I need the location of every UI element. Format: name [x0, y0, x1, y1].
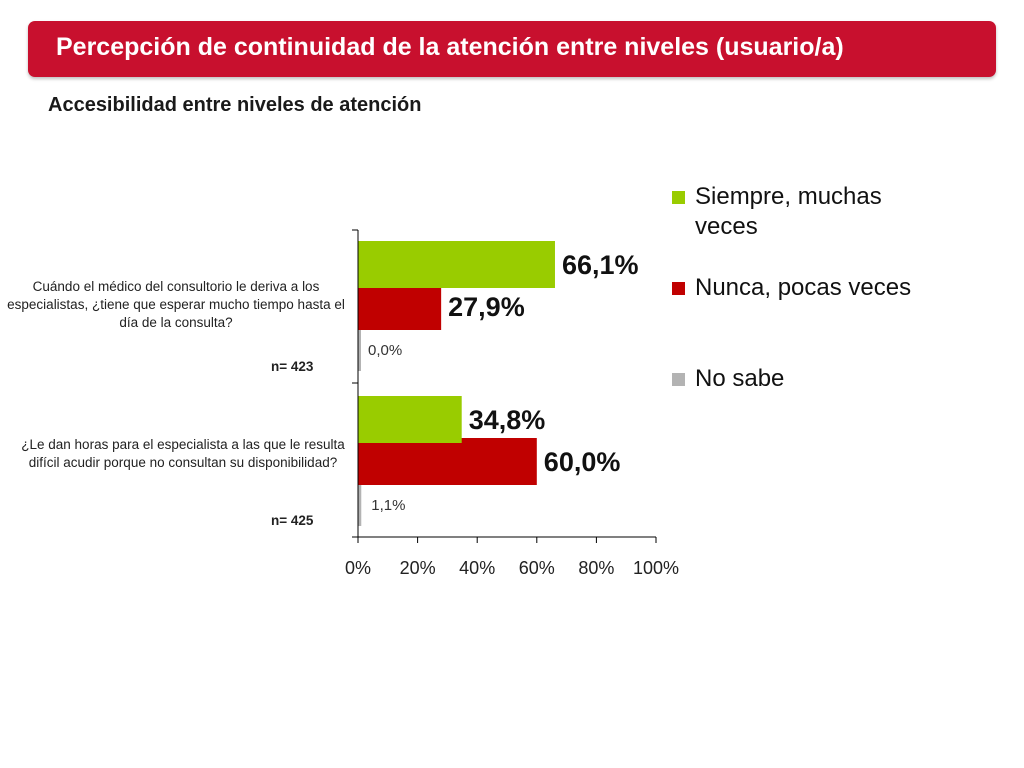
legend-swatch-red: [672, 282, 685, 295]
legend-label: Siempre, muchas veces: [695, 183, 882, 240]
data-label-series2-group2: 60,0%: [544, 447, 621, 477]
x-tick-label: 40%: [459, 558, 495, 578]
legend-label: No sabe: [695, 365, 785, 392]
bar-series3-group2: [358, 482, 362, 526]
chart-subtitle: Accesibilidad entre niveles de atención: [48, 94, 422, 116]
legend-swatch-green: [672, 191, 685, 204]
data-label-series3-group2: 1,1%: [371, 497, 405, 514]
x-tick-label: 100%: [633, 558, 679, 578]
category-label-1: Cuándo el médico del consultorio le deri…: [7, 279, 345, 330]
bar-series3-group1: [358, 327, 361, 371]
bar-series1-group2: [358, 396, 462, 443]
category-label-2: ¿Le dan horas para el especialista a las…: [21, 437, 345, 470]
legend-label: Nunca, pocas veces: [695, 274, 912, 301]
bar-series2-group1: [358, 283, 442, 330]
x-tick-label: 80%: [578, 558, 614, 578]
x-tick-label: 60%: [519, 558, 555, 578]
bar-series2-group2: [358, 438, 537, 485]
data-label-series1-group2: 34,8%: [469, 405, 546, 435]
data-label-series1-group1: 66,1%: [562, 250, 639, 280]
legend-swatch-gray: [672, 373, 685, 386]
data-label-series2-group1: 27,9%: [448, 292, 525, 322]
x-tick-label: 0%: [345, 558, 371, 578]
data-label-series3-group1: 0,0%: [368, 342, 402, 359]
x-tick-label: 20%: [400, 558, 436, 578]
sample-size-1: n= 423: [271, 359, 314, 374]
sample-size-2: n= 425: [271, 513, 314, 528]
page-title: Percepción de continuidad de la atención…: [56, 33, 844, 61]
bar-series1-group1: [358, 241, 555, 288]
title-banner: Percepción de continuidad de la atención…: [28, 21, 996, 77]
